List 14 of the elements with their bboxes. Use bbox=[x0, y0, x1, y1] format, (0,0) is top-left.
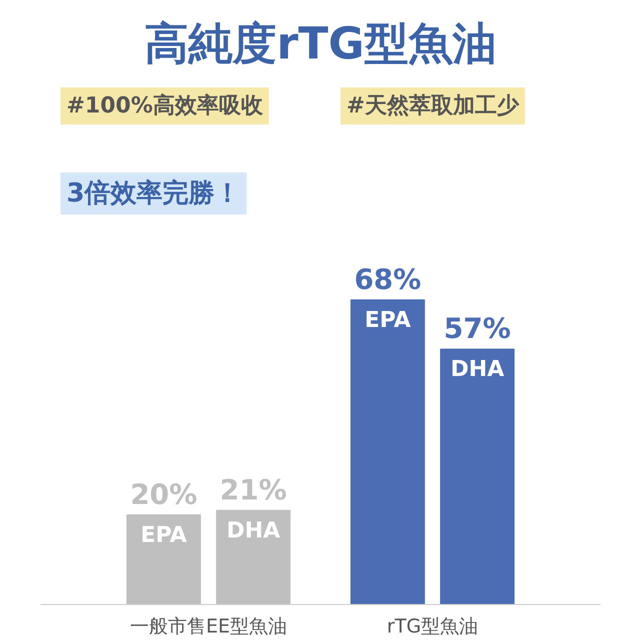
series-label: EPA bbox=[140, 522, 187, 548]
data-label: 57% bbox=[444, 312, 511, 346]
data-label: 68% bbox=[354, 262, 422, 296]
text: #天然萃取加工少 bbox=[346, 94, 520, 118]
series-label: DHA bbox=[226, 518, 280, 544]
x-tick-label: 一般市售EE型魚油 bbox=[130, 616, 288, 638]
chart-title: 高純度rTG型魚油 bbox=[144, 18, 496, 70]
text: 3倍效率完勝！ bbox=[66, 178, 241, 208]
text: EPA bbox=[364, 308, 411, 333]
data-label: 20% bbox=[130, 478, 198, 511]
text: #100%高效率吸收 bbox=[66, 92, 264, 118]
text: DHA bbox=[450, 357, 504, 382]
data-label: 21% bbox=[220, 473, 287, 506]
x-tick-label: rTG型魚油 bbox=[386, 616, 478, 638]
